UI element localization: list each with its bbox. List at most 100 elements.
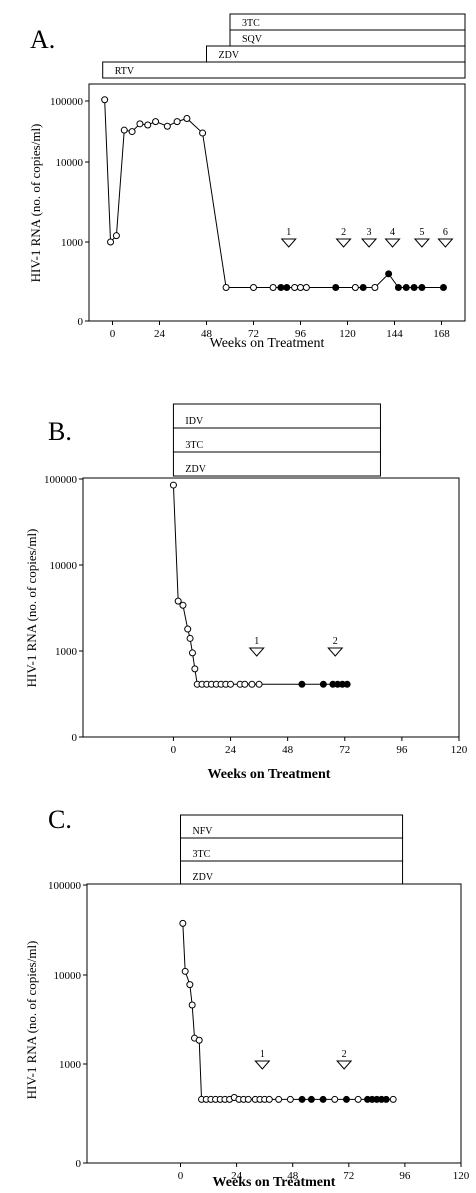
drug-bar-zdv (172, 451, 381, 477)
y-tick-label: 0 (72, 732, 78, 744)
data-point (286, 1095, 294, 1103)
panel-letter-a: A. (30, 25, 55, 54)
data-point (319, 1095, 327, 1103)
drug-label-3tc: 3TC (242, 18, 260, 29)
drug-bar-rtv (102, 61, 466, 79)
x-tick-label: 0 (110, 328, 116, 340)
marker-triangle (254, 1060, 271, 1070)
y-tick-label: 100000 (50, 96, 84, 108)
data-point (418, 283, 426, 291)
data-point (191, 665, 199, 673)
drug-label-3tc: 3TC (185, 440, 203, 451)
data-point (343, 680, 351, 688)
marker-label: 6 (443, 227, 448, 238)
drug-bar-zdv (206, 45, 466, 63)
data-point (402, 283, 410, 291)
y-tick-label: 10000 (54, 970, 82, 982)
data-point (275, 1095, 283, 1103)
y-axis-label-b: HIV-1 RNA (no. of copies/ml) (24, 529, 39, 688)
marker-label: 1 (254, 636, 259, 647)
marker-label: 2 (342, 1049, 347, 1060)
data-point (163, 122, 171, 130)
data-point (265, 1095, 273, 1103)
marker-label: 1 (260, 1049, 265, 1060)
data-point (389, 1095, 397, 1103)
marker-triangle (336, 1060, 353, 1070)
drug-label-3tc: 3TC (193, 849, 211, 860)
drug-label-zdv: ZDV (219, 50, 240, 61)
y-axis-label-c: HIV-1 RNA (no. of copies/ml) (24, 941, 39, 1100)
drug-label-zdv: ZDV (185, 464, 206, 475)
marker-triangle (280, 238, 297, 248)
data-point (269, 283, 277, 291)
data-point (112, 232, 120, 240)
data-point (307, 1095, 315, 1103)
x-tick-label: 120 (339, 328, 356, 340)
x-tick-label: 144 (386, 328, 403, 340)
plot-frame-b (82, 477, 460, 738)
x-tick-label: 48 (282, 744, 294, 756)
series-line (172, 485, 348, 685)
data-point (331, 1095, 339, 1103)
y-tick-label: 10000 (50, 560, 78, 572)
x-tick-label: 96 (399, 1170, 411, 1182)
data-point (199, 129, 207, 137)
data-point (227, 680, 235, 688)
drug-label-sqv: SQV (242, 34, 263, 45)
x-tick-label: 96 (396, 744, 408, 756)
data-point (195, 1036, 203, 1044)
x-axis-c: 0 24 48 72 96 120 (178, 1163, 470, 1182)
data-point (188, 649, 196, 657)
data-point (222, 283, 230, 291)
data-point (297, 283, 304, 291)
x-tick-label: 72 (343, 1170, 354, 1182)
drug-bar-sqv (229, 29, 466, 47)
x-axis-b: 0 24 48 72 96 120 (171, 737, 468, 756)
y-axis-label-a: HIV-1 RNA (no. of copies/ml) (28, 124, 43, 283)
panel-letter-c: C. (48, 805, 72, 834)
marker-label: 2 (341, 227, 346, 238)
data-point (144, 121, 152, 129)
marker-triangle (360, 238, 378, 248)
data-point (255, 680, 263, 688)
data-point (351, 283, 359, 291)
plot-frame-c (86, 883, 462, 1164)
data-point (241, 680, 249, 688)
marker-label: 4 (390, 227, 395, 238)
treatment-markers-a: 1 2 3 4 5 6 (280, 227, 454, 248)
drug-label-nfv: NFV (193, 826, 214, 837)
marker-label: 2 (333, 636, 338, 647)
data-point (107, 238, 115, 246)
data-point (181, 967, 189, 975)
data-point (382, 1095, 390, 1103)
data-point (188, 1001, 196, 1009)
y-tick-label: 1000 (61, 237, 84, 249)
x-axis-label-c: Weeks on Treatment (213, 1175, 336, 1190)
x-tick-label: 24 (231, 1170, 243, 1182)
data-point (439, 283, 447, 291)
data-point (371, 283, 379, 291)
data-point (298, 1095, 306, 1103)
drug-bars-b: IDV 3TC ZDV (172, 403, 381, 477)
data-point (128, 128, 136, 136)
marker-triangle (327, 647, 344, 657)
series-line (182, 923, 394, 1100)
data-point (298, 680, 306, 688)
data-point (277, 283, 285, 291)
x-axis-a: 0 24 48 72 96 120 144 168 (110, 321, 450, 340)
x-tick-label: 0 (178, 1170, 184, 1182)
drug-bar-3tc (180, 837, 404, 862)
series-line (104, 99, 444, 288)
data-point (283, 283, 291, 291)
marker-triangle (384, 238, 401, 248)
y-tick-label: 0 (76, 1158, 82, 1170)
data-point (186, 634, 194, 642)
drug-bars-c: NFV 3TC ZDV (180, 814, 404, 885)
data-point (394, 283, 402, 291)
x-tick-label: 48 (287, 1170, 299, 1182)
